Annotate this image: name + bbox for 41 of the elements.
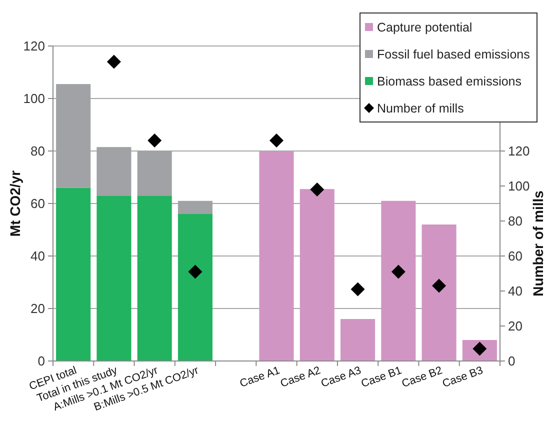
bar [96,147,132,196]
y2-tick-label: 60 [508,248,522,264]
y2-axis-title: Number of mills [530,190,546,296]
point [350,282,365,296]
point [188,264,202,279]
y-tick-label: 20 [30,301,45,316]
point [432,278,446,293]
bar [178,200,212,214]
legend-label: Capture potential [377,20,472,34]
point [106,54,121,69]
point [148,134,162,148]
point [391,264,406,279]
bar [340,319,376,361]
legend-label: Biomass based emissions [377,74,522,88]
bar [381,200,416,361]
legend-label: Fossil fuel based emissions [377,47,530,62]
bar [259,151,294,361]
y2-tick-label: 80 [508,214,522,229]
y2-tick-label: 0 [508,354,516,369]
y-tick-label: 40 [30,248,45,264]
y-tick-label: 60 [30,196,45,212]
point [310,182,324,196]
y2-tick-label: 100 [508,178,530,194]
bar [137,196,172,361]
point [270,134,284,148]
y-tick-label: 100 [23,91,45,106]
y-tick-label: 0 [38,354,45,369]
bar [96,196,132,361]
bar [56,84,91,188]
y2-tick-label: 40 [508,284,522,299]
bar [178,214,212,361]
bar [422,224,456,361]
bar [300,189,334,361]
y2-tick-label: 120 [508,144,530,159]
y-axis-title: Mt CO2/yr [7,170,23,237]
y2-tick-label: 20 [508,318,522,334]
y-tick-label: 80 [30,144,45,159]
legend-label: Number of mills [377,101,464,116]
bar [56,188,91,361]
bar [137,151,172,196]
y-tick-label: 120 [23,38,45,54]
